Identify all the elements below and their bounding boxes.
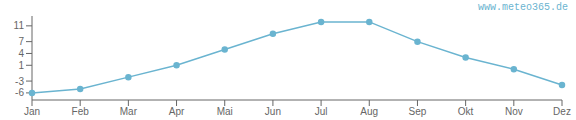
- svg-text:Nov: Nov: [505, 106, 523, 117]
- svg-text:-6: -6: [15, 87, 24, 98]
- svg-text:Mai: Mai: [217, 106, 233, 117]
- svg-text:Jan: Jan: [24, 106, 40, 117]
- svg-text:Feb: Feb: [72, 106, 90, 117]
- svg-text:Jul: Jul: [315, 106, 328, 117]
- svg-text:Okt: Okt: [458, 106, 474, 117]
- svg-text:7: 7: [18, 36, 24, 47]
- svg-text:Sep: Sep: [409, 106, 427, 117]
- svg-text:Apr: Apr: [169, 106, 185, 117]
- svg-text:11: 11: [14, 20, 25, 31]
- svg-text:1: 1: [18, 60, 24, 71]
- html-text:www.meteo365.de: www.meteo365.de: [478, 2, 568, 13]
- svg-text:Dez: Dez: [553, 106, 568, 117]
- svg-text:-3: -3: [15, 76, 24, 87]
- svg-text:4: 4: [18, 48, 24, 59]
- svg-text:Jun: Jun: [265, 106, 281, 117]
- svg-text:Aug: Aug: [360, 106, 378, 117]
- svg-text:Mar: Mar: [120, 106, 138, 117]
